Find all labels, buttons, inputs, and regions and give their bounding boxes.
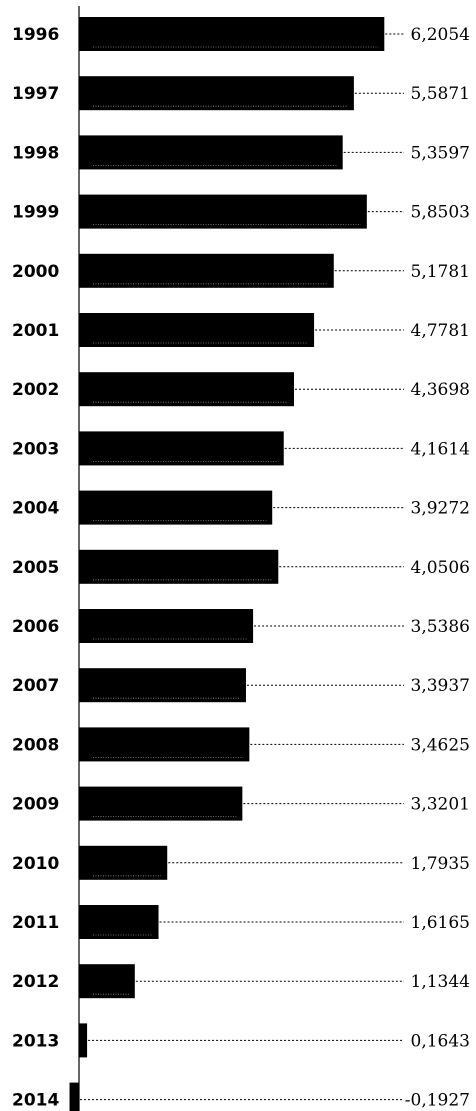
bar-2011: [79, 905, 159, 939]
bar-1997: [79, 76, 354, 111]
value-label-1996: 6,2054: [411, 25, 470, 45]
category-label-1999: 1999: [12, 203, 59, 223]
bar-2013: [79, 1023, 88, 1058]
bar-2001: [79, 313, 315, 347]
bar-1996: [79, 17, 385, 51]
category-label-2007: 2007: [12, 676, 59, 696]
category-label-2012: 2012: [12, 972, 59, 992]
bar-2006: [79, 609, 254, 643]
bar-2003: [79, 431, 284, 466]
value-labels: 6,2054 5,5871 5,3597 5,8503 5,1781 4,7781 4,36…: [405, 25, 470, 1111]
bar-2002: [79, 372, 294, 407]
value-label-2011: 1,6165: [411, 913, 470, 933]
value-label-2001: 4,7781: [411, 321, 470, 341]
bar-2009: [79, 786, 243, 821]
category-label-2003: 2003: [12, 439, 59, 459]
value-label-2003: 4,1614: [411, 439, 470, 459]
value-label-2012: 1,1344: [411, 972, 470, 992]
category-label-2013: 2013: [12, 1031, 59, 1051]
bar-1998: [79, 135, 343, 170]
bar-2000: [79, 253, 334, 288]
value-label-1997: 5,5871: [411, 84, 470, 104]
category-labels: 1996 1997 1998 1999 2000 2001 2002 2003 2004 2005…: [12, 25, 59, 1111]
bar-2014: [69, 1082, 79, 1111]
value-label-2009: 3,3201: [411, 795, 470, 815]
value-label-2006: 3,5386: [411, 617, 470, 637]
bar-2004: [79, 490, 273, 525]
category-label-2011: 2011: [12, 913, 59, 933]
category-label-2002: 2002: [12, 380, 59, 400]
category-label-1996: 1996: [12, 25, 59, 45]
category-label-2004: 2004: [12, 499, 59, 519]
bar-2010: [79, 845, 168, 880]
value-label-1999: 5,8503: [411, 203, 470, 223]
value-label-2004: 3,9272: [411, 499, 470, 519]
value-label-2002: 4,3698: [411, 380, 470, 400]
category-label-2005: 2005: [12, 558, 59, 578]
bar-1999: [79, 194, 367, 229]
leader-lines: [80, 33, 404, 1101]
value-label-2013: 0,1643: [411, 1031, 470, 1051]
value-label-2014: -0,1927: [405, 1091, 470, 1111]
category-label-1997: 1997: [12, 84, 59, 104]
value-label-2005: 4,0506: [411, 558, 470, 578]
value-label-1998: 5,3597: [411, 143, 470, 163]
category-label-1998: 1998: [12, 143, 59, 163]
category-label-2008: 2008: [12, 735, 59, 755]
bars: [69, 17, 385, 1111]
category-label-2010: 2010: [12, 854, 59, 874]
category-label-2001: 2001: [12, 321, 59, 341]
bar-2012: [79, 964, 135, 999]
value-label-2010: 1,7935: [411, 854, 470, 874]
bar-2008: [79, 727, 250, 762]
value-label-2008: 3,4625: [411, 735, 470, 755]
bar-2005: [79, 549, 279, 584]
category-label-2014: 2014: [12, 1091, 59, 1111]
category-label-2006: 2006: [12, 617, 59, 637]
value-label-2007: 3,3937: [411, 676, 470, 696]
value-label-2000: 5,1781: [411, 262, 470, 282]
category-label-2009: 2009: [12, 795, 59, 815]
category-label-2000: 2000: [12, 262, 59, 282]
bar-2007: [79, 668, 246, 703]
